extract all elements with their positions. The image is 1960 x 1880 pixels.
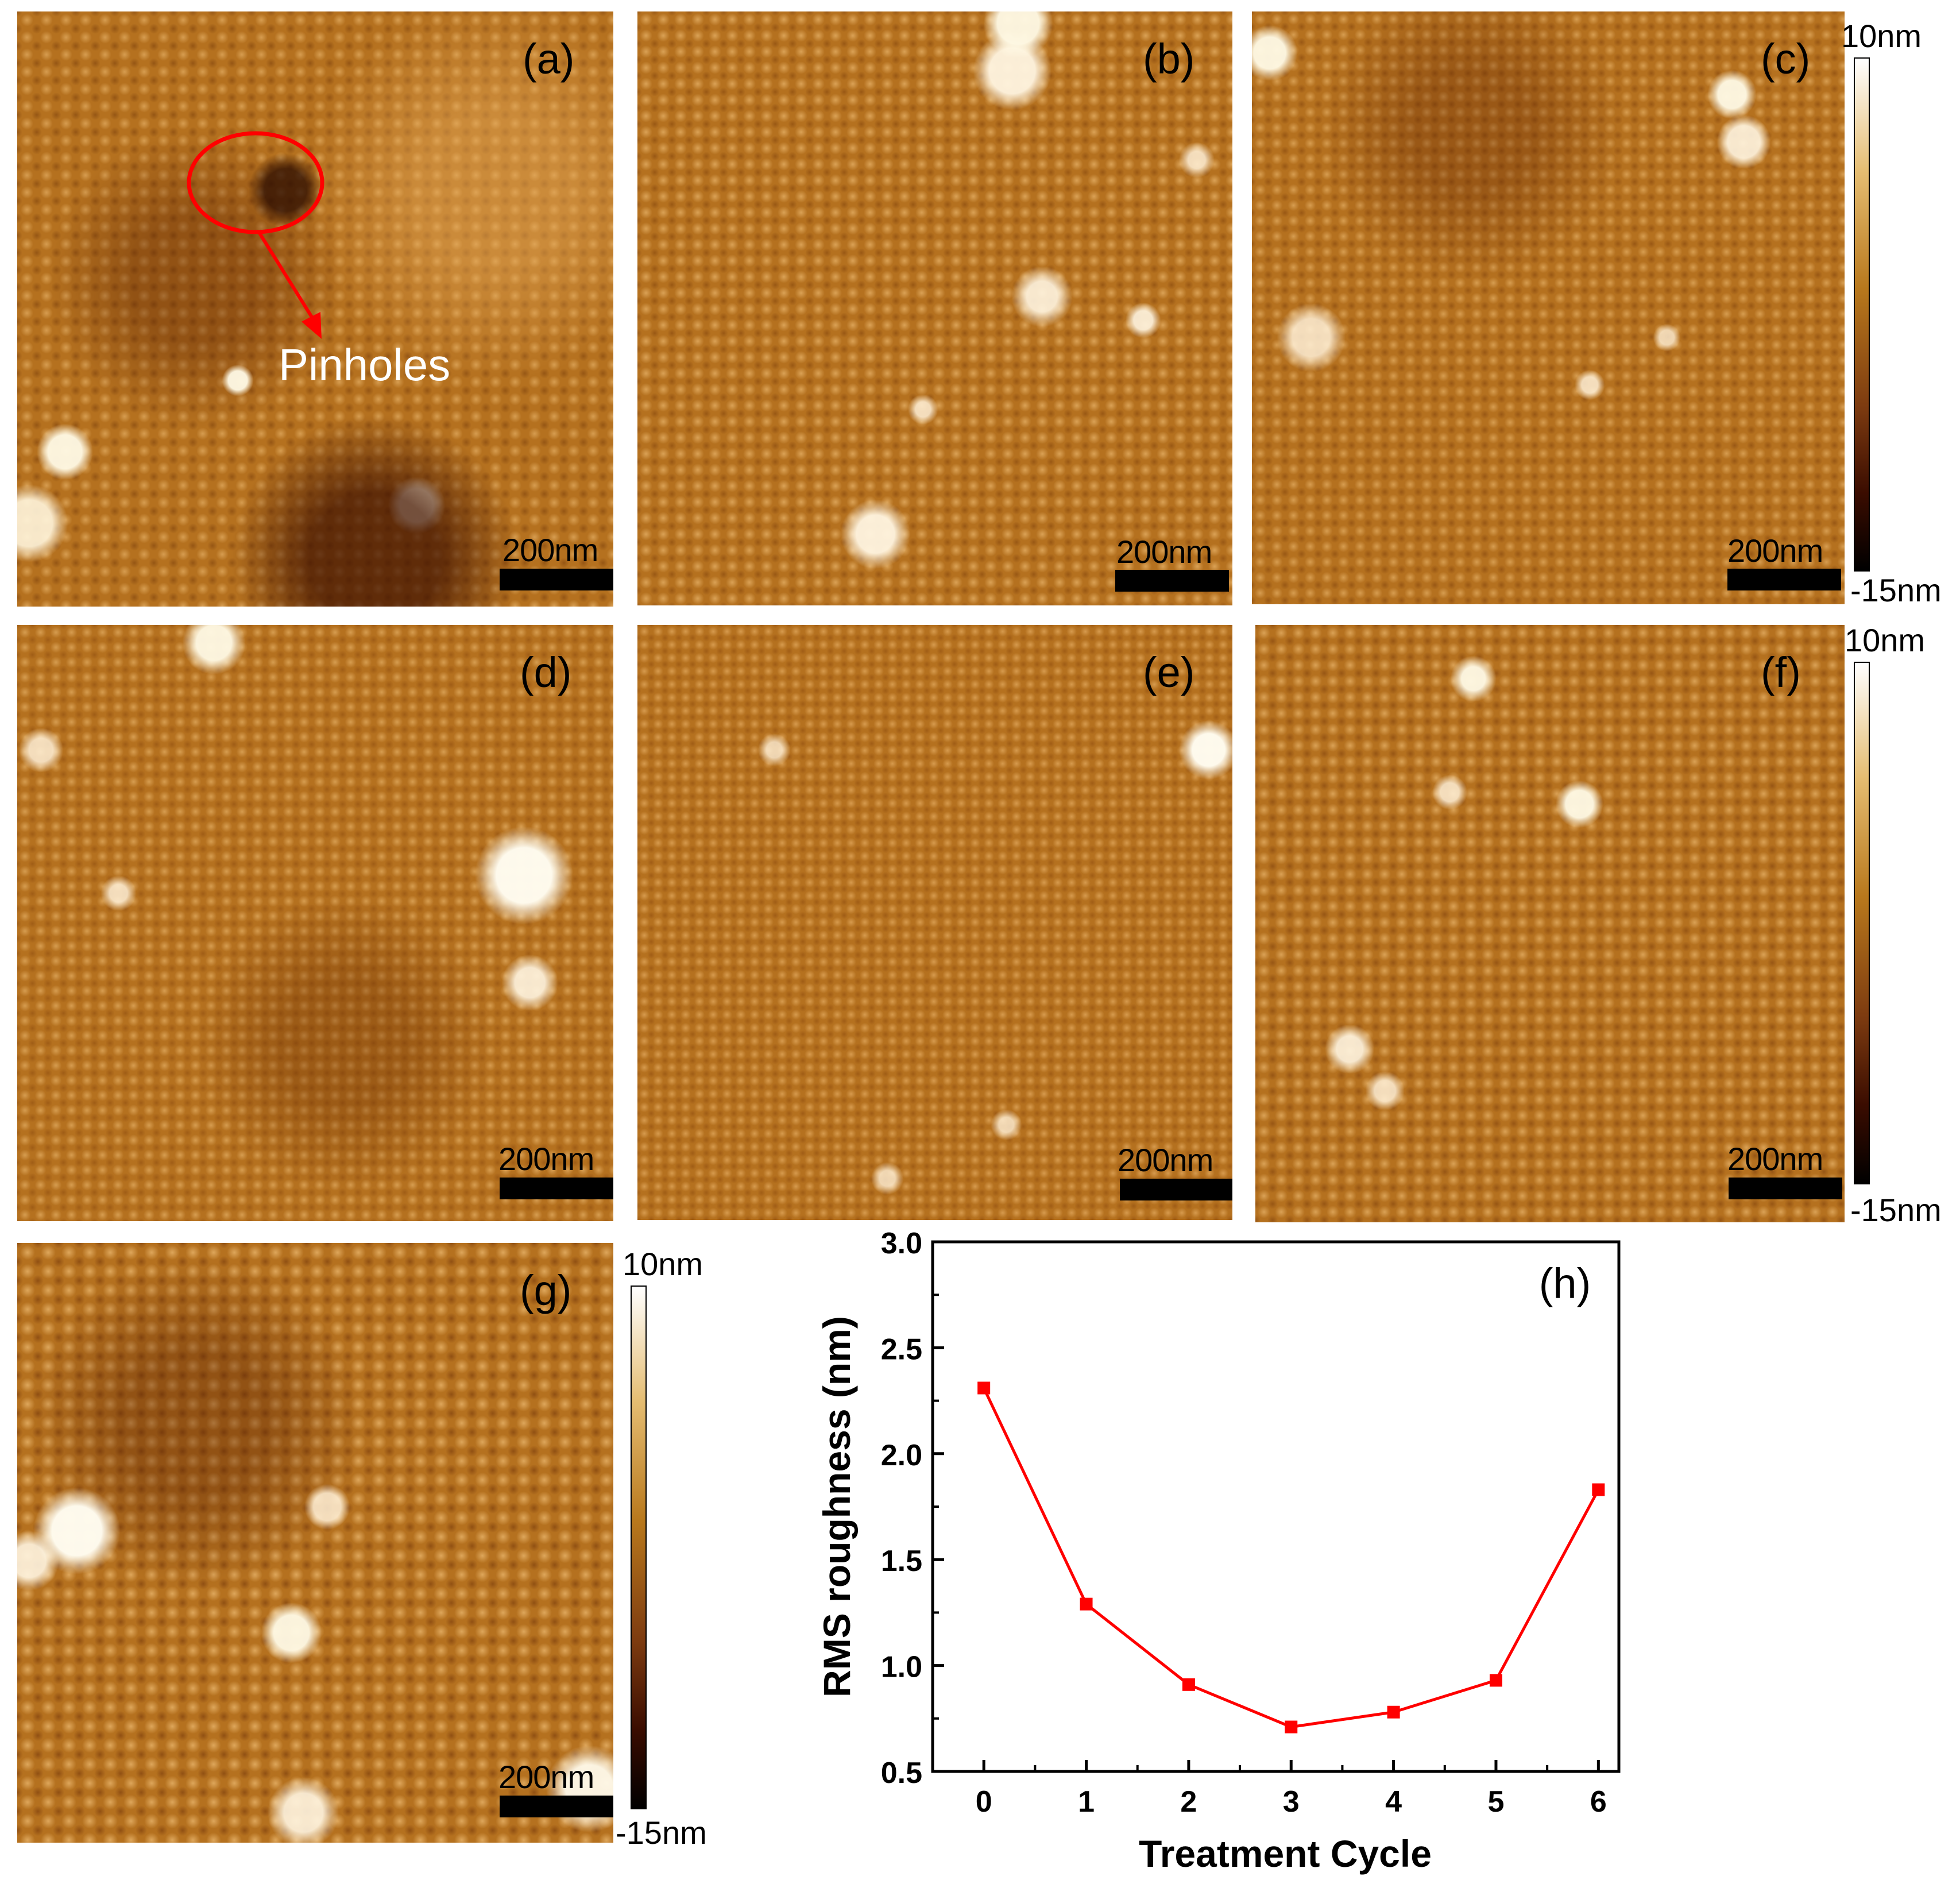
panel-label-d: (d) [520, 648, 572, 696]
x-tick-label: 2 [1180, 1785, 1197, 1819]
y-tick-label: 3.0 [881, 1227, 922, 1260]
afm-panel-c: (c) 200nm [1252, 11, 1845, 604]
panel-label-b: (b) [1143, 35, 1195, 83]
afm-panel-a: (a) 200nm [17, 11, 613, 607]
scale-bar-label-e: 200nm [1118, 1142, 1213, 1178]
pinholes-arrow-head [301, 312, 322, 339]
afm-panel-d: (d) 200nm [17, 625, 613, 1221]
colorbar-row-1 [1854, 57, 1870, 572]
afm-image-g [17, 1243, 613, 1843]
data-point [1285, 1720, 1298, 1734]
afm-image-a [17, 11, 613, 607]
x-tick-label: 6 [1590, 1785, 1607, 1819]
x-tick-label: 0 [976, 1785, 992, 1819]
scale-bar-b [1115, 570, 1229, 592]
scale-bar-c [1727, 569, 1841, 590]
scale-bar-a [500, 569, 613, 590]
data-point [1080, 1597, 1093, 1611]
scale-bar-label-f: 200nm [1727, 1141, 1823, 1177]
scale-bar-e [1120, 1179, 1232, 1200]
afm-image-b [637, 11, 1232, 605]
afm-image-c [1252, 11, 1845, 604]
x-axis-title: Treatment Cycle [1139, 1832, 1432, 1875]
x-tick-label: 4 [1385, 1785, 1402, 1819]
afm-image-e [637, 625, 1232, 1220]
x-tick-label: 1 [1078, 1785, 1095, 1819]
y-tick-label: 1.0 [881, 1651, 922, 1684]
panel-label-e: (e) [1143, 648, 1195, 696]
afm-image-f [1255, 625, 1845, 1222]
x-tick-label: 5 [1488, 1785, 1505, 1819]
colorbar-min-label-1: -15nm [1850, 572, 1942, 608]
afm-panel-b: (b) 200nm [637, 11, 1232, 605]
pinholes-label: Pinholes [279, 339, 451, 390]
scale-bar-label-c: 200nm [1727, 532, 1823, 569]
colorbar-min-label-3: -15nm [616, 1815, 707, 1851]
y-tick-label: 1.5 [881, 1545, 922, 1578]
data-point [1489, 1674, 1502, 1687]
y-tick-label: 2.0 [881, 1439, 922, 1472]
colorbar-max-label-1: 10nm [1841, 18, 1922, 54]
afm-panel-f: (f) 200nm [1255, 625, 1845, 1222]
colorbar-row-2 [1854, 662, 1870, 1184]
pinholes-annotation [187, 131, 324, 339]
afm-panel-g: (g) 200nm [17, 1243, 613, 1843]
y-axis-title: RMS roughness (nm) [815, 1316, 858, 1697]
data-point [1387, 1705, 1400, 1719]
colorbar-max-label-2: 10nm [1845, 622, 1926, 658]
roughness-chart: 0.5 1.0 1.5 2.0 2.5 3.0 0 1 2 3 4 5 6 (h) Treatment… [815, 1227, 1621, 1875]
colorbar-row-3 [631, 1285, 647, 1809]
panel-label-c: (c) [1761, 35, 1811, 83]
data-point [977, 1381, 991, 1395]
panel-label-f: (f) [1761, 648, 1801, 696]
chart-panel-label: (h) [1539, 1260, 1591, 1307]
plot-frame [931, 1240, 1621, 1773]
scale-bar-label-g: 200nm [498, 1759, 594, 1795]
afm-image-d [17, 625, 613, 1221]
scale-bar-label-b: 200nm [1116, 534, 1212, 570]
scale-bar-f [1729, 1178, 1842, 1199]
scale-bar-label-a: 200nm [502, 532, 598, 568]
data-point [1592, 1483, 1605, 1496]
scale-bar-label-d: 200nm [498, 1141, 594, 1177]
colorbar-min-label-2: -15nm [1850, 1192, 1942, 1228]
scale-bar-g [500, 1796, 613, 1817]
pinholes-circle [187, 131, 324, 234]
data-point [1182, 1678, 1195, 1691]
y-tick-label: 2.5 [881, 1333, 922, 1366]
x-tick-label: 3 [1283, 1785, 1300, 1819]
pinholes-arrow-line [258, 232, 316, 323]
panel-label-g: (g) [520, 1267, 572, 1314]
colorbar-max-label-3: 10nm [623, 1246, 703, 1282]
afm-panel-e: (e) 200nm [637, 625, 1232, 1220]
panel-label-a: (a) [523, 35, 575, 83]
y-tick-label: 0.5 [881, 1757, 922, 1790]
series-line [982, 1387, 1600, 1729]
scale-bar-d [500, 1178, 613, 1199]
